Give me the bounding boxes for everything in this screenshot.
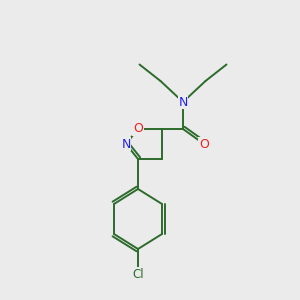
Text: N: N bbox=[178, 95, 188, 109]
Text: Cl: Cl bbox=[132, 268, 144, 281]
Text: O: O bbox=[133, 122, 143, 136]
Text: O: O bbox=[199, 137, 209, 151]
Text: N: N bbox=[121, 137, 131, 151]
